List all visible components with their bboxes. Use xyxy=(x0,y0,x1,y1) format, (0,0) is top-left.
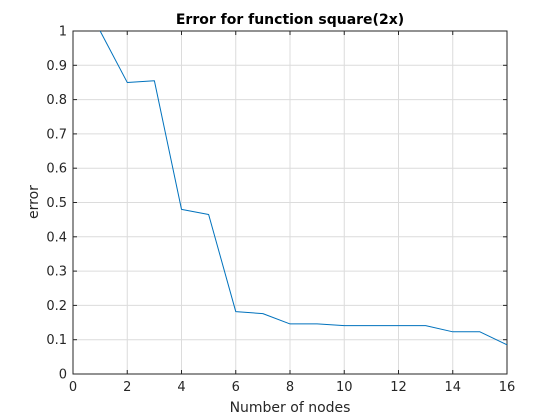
x-tick-label: 8 xyxy=(286,380,294,395)
x-tick-label: 12 xyxy=(390,380,407,395)
series-line xyxy=(99,30,508,346)
x-tick-label: 6 xyxy=(232,380,240,395)
y-tick-label: 0.3 xyxy=(46,265,67,280)
axes: 0 2 4 6 8 10 12 14 16 0 0.1 0.2 0.3 0.4 0.5 0.6 0.7 0.8 0.… xyxy=(46,25,515,396)
x-tick-label: 10 xyxy=(336,380,353,395)
x-tick-label: 0 xyxy=(69,380,77,395)
y-tick-label: 0.7 xyxy=(46,127,67,142)
y-tick-label: 0.9 xyxy=(46,59,67,74)
y-tick-label: 1 xyxy=(59,25,67,40)
y-tick-label: 0.8 xyxy=(46,93,67,108)
y-tick-label: 0.6 xyxy=(46,162,67,177)
x-tick-label: 14 xyxy=(444,380,461,395)
y-axis-title: error xyxy=(26,185,42,219)
x-tick-label: 16 xyxy=(499,380,516,395)
y-tick-label: 0.5 xyxy=(46,196,67,211)
y-tick-label: 0.1 xyxy=(46,333,67,348)
chart-title: Error for function square(2x) xyxy=(176,12,404,28)
grid xyxy=(72,30,508,375)
x-axis-title: Number of nodes xyxy=(230,400,351,416)
series-layer xyxy=(99,30,508,346)
x-tick-label: 2 xyxy=(123,380,131,395)
y-tick-label: 0 xyxy=(59,368,67,383)
y-tick-label: 0.4 xyxy=(46,230,67,245)
x-tick-label: 4 xyxy=(177,380,185,395)
y-tick-label: 0.2 xyxy=(46,299,67,314)
